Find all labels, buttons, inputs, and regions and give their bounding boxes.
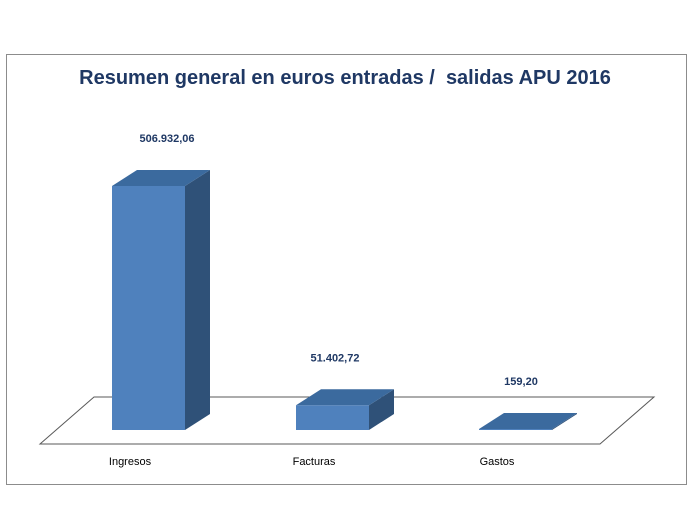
- bar-top-facturas: [296, 389, 394, 406]
- bar-ingresos: [112, 170, 210, 430]
- bar-gastos: [479, 413, 577, 430]
- category-label-ingresos: Ingresos: [109, 456, 152, 468]
- bar-front-facturas: [296, 405, 369, 430]
- bar-front-ingresos: [112, 186, 185, 430]
- data-label-ingresos: 506.932,06: [139, 133, 194, 145]
- data-label-gastos: 159,20: [504, 376, 538, 388]
- labels-layer: 506.932,06 Ingresos 51.402,72 Facturas 159,2…: [109, 133, 538, 468]
- data-label-facturas: 51.402,72: [311, 352, 360, 364]
- chart-title: Resumen general en euros entradas / sali…: [79, 67, 611, 89]
- bar-front-gastos: [479, 429, 552, 430]
- bar-top-gastos: [479, 413, 577, 429]
- category-label-gastos: Gastos: [480, 456, 515, 468]
- bar-side-ingresos: [185, 170, 210, 430]
- category-label-facturas: Facturas: [293, 456, 336, 468]
- bar-facturas: [296, 389, 394, 430]
- bar-side-facturas: [369, 389, 394, 430]
- bar-top-ingresos: [112, 170, 210, 186]
- bars-layer: [112, 170, 577, 430]
- bar-side-gastos: [552, 413, 577, 430]
